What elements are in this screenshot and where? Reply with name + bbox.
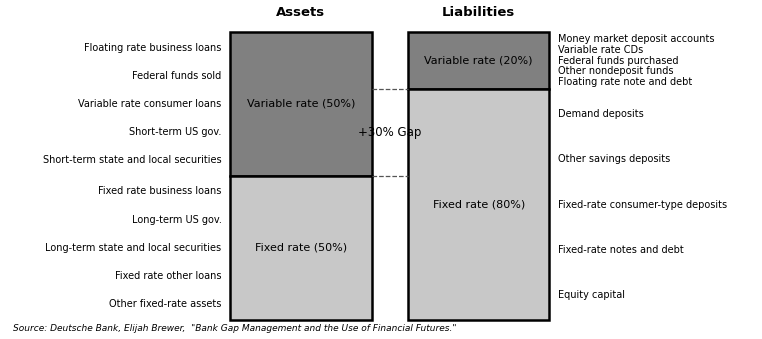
Text: Long-term state and local securities: Long-term state and local securities <box>46 243 222 253</box>
Text: Fixed rate other loans: Fixed rate other loans <box>115 271 222 281</box>
Text: Other nondeposit funds: Other nondeposit funds <box>558 66 674 77</box>
Text: +30% Gap: +30% Gap <box>358 126 421 139</box>
Text: Fixed rate business loans: Fixed rate business loans <box>98 186 222 197</box>
Text: Fixed rate (80%): Fixed rate (80%) <box>433 200 525 210</box>
Text: Long-term US gov.: Long-term US gov. <box>132 215 222 224</box>
Text: Fixed-rate notes and debt: Fixed-rate notes and debt <box>558 245 684 255</box>
Text: Variable rate consumer loans: Variable rate consumer loans <box>78 99 222 109</box>
Text: Other fixed-rate assets: Other fixed-rate assets <box>109 299 222 309</box>
Bar <box>408 89 549 320</box>
Bar <box>230 32 372 176</box>
Text: Variable rate (50%): Variable rate (50%) <box>247 99 355 109</box>
Text: Short-term state and local securities: Short-term state and local securities <box>43 155 222 165</box>
Text: Variable rate CDs: Variable rate CDs <box>558 45 643 55</box>
Text: Federal funds sold: Federal funds sold <box>133 71 222 81</box>
Text: Variable rate (20%): Variable rate (20%) <box>424 56 533 65</box>
Text: Money market deposit accounts: Money market deposit accounts <box>558 34 715 44</box>
Text: Short-term US gov.: Short-term US gov. <box>130 127 222 137</box>
Bar <box>408 32 549 89</box>
Text: Fixed-rate consumer-type deposits: Fixed-rate consumer-type deposits <box>558 200 727 210</box>
Text: Demand deposits: Demand deposits <box>558 109 644 119</box>
Text: Source: Deutsche Bank, Elijah Brewer,  "Bank Gap Management and the Use of Finan: Source: Deutsche Bank, Elijah Brewer, "B… <box>13 324 456 333</box>
Text: Other savings deposits: Other savings deposits <box>558 154 671 164</box>
Text: Federal funds purchased: Federal funds purchased <box>558 56 678 65</box>
Text: Liabilities: Liabilities <box>442 5 515 19</box>
Text: Floating rate business loans: Floating rate business loans <box>84 42 222 53</box>
Text: Fixed rate (50%): Fixed rate (50%) <box>255 243 347 253</box>
Text: Floating rate note and debt: Floating rate note and debt <box>558 77 693 87</box>
Text: Assets: Assets <box>277 5 325 19</box>
Bar <box>230 176 372 320</box>
Text: Equity capital: Equity capital <box>558 290 625 300</box>
